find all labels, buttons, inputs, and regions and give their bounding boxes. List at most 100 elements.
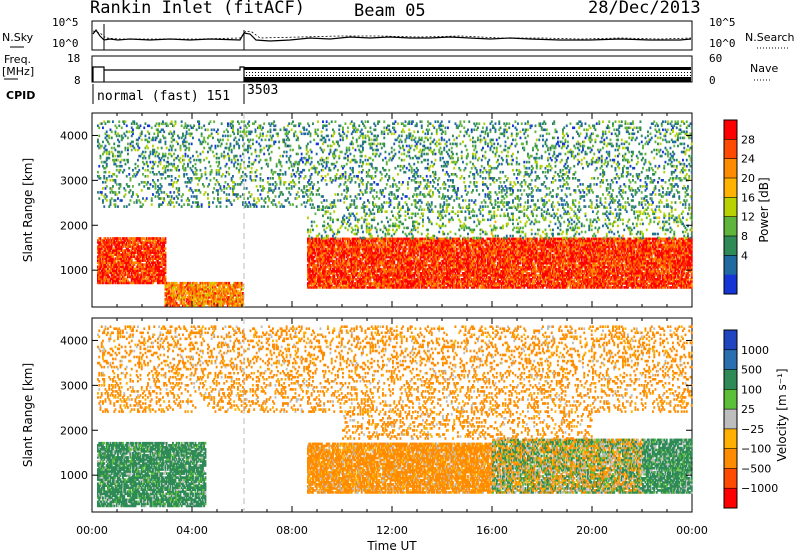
power-cell	[393, 276, 396, 279]
power-cell	[240, 294, 243, 297]
power-cell	[110, 267, 113, 271]
power-cell	[397, 276, 399, 279]
power-cell	[97, 241, 99, 244]
power-cell	[325, 276, 328, 279]
power-cell	[144, 253, 147, 256]
power-cell	[352, 249, 354, 253]
power-cell	[234, 285, 237, 289]
power-cell	[147, 261, 149, 264]
power-cell	[153, 271, 156, 275]
power-cell	[349, 247, 352, 251]
power-cell	[319, 276, 322, 279]
power-cell	[363, 255, 366, 259]
power-cell	[392, 280, 394, 283]
power-cell	[163, 239, 166, 242]
power-cell	[155, 257, 158, 260]
power-cell	[219, 300, 222, 303]
power-cell	[325, 255, 328, 259]
power-cell	[98, 237, 101, 240]
power-cell	[117, 265, 119, 269]
power-cell	[388, 239, 391, 243]
power-cell	[135, 265, 138, 269]
power-cell	[318, 259, 321, 263]
power-cell	[157, 255, 159, 258]
power-cell	[162, 263, 164, 266]
power-cell	[358, 259, 361, 263]
power-cell	[197, 283, 199, 287]
power-cell	[355, 272, 358, 275]
power-cell	[100, 249, 103, 252]
power-cell	[343, 282, 346, 285]
power-cell	[364, 255, 367, 259]
power-cell	[362, 255, 364, 259]
power-cell	[373, 265, 376, 269]
power-cell	[204, 285, 207, 289]
power-cell	[229, 283, 232, 287]
power-cell	[154, 241, 157, 244]
power-cell	[340, 259, 343, 263]
power-cell	[209, 292, 212, 295]
power-cell	[372, 241, 374, 245]
power-cell	[372, 274, 374, 277]
power-cell	[117, 267, 119, 271]
power-cell	[373, 274, 376, 277]
power-cell	[193, 294, 196, 297]
power-cell	[100, 239, 103, 242]
power-cell	[127, 261, 129, 264]
power-cell	[174, 304, 177, 307]
power-cell	[130, 277, 133, 281]
power-cell	[214, 294, 217, 297]
power-cell	[358, 239, 361, 243]
power-cell	[394, 237, 397, 241]
power-cell	[110, 253, 113, 256]
power-cell	[118, 271, 121, 275]
power-cell	[208, 285, 211, 289]
power-cell	[313, 247, 316, 251]
power-cell	[368, 267, 371, 271]
power-cell	[329, 276, 332, 279]
power-cell	[155, 263, 158, 266]
power-cell	[389, 272, 392, 275]
power-cell	[129, 241, 132, 244]
power-cell	[394, 286, 397, 289]
power-cell	[163, 245, 166, 248]
power-cell	[188, 296, 191, 299]
power-cell	[332, 276, 334, 279]
power-cell	[97, 265, 99, 269]
power-cell	[328, 280, 331, 283]
power-cell	[100, 251, 103, 254]
power-cell	[133, 247, 136, 250]
power-cell	[209, 285, 212, 289]
power-cell	[354, 257, 357, 261]
power-cell	[225, 298, 228, 301]
power-cell	[333, 249, 336, 253]
power-cell	[128, 249, 131, 252]
power-cell	[320, 265, 323, 269]
power-cell	[218, 287, 221, 291]
power-cell	[372, 265, 374, 269]
power-cell	[319, 245, 322, 249]
power-cell	[113, 253, 116, 256]
power-cell	[368, 265, 371, 269]
power-cell	[140, 259, 143, 262]
power-cell	[220, 296, 223, 299]
power-cell	[308, 255, 311, 259]
power-cell	[373, 284, 376, 287]
power-cell	[177, 296, 179, 299]
power-cell	[190, 294, 193, 297]
power-cell	[177, 294, 179, 297]
power-cell	[138, 277, 141, 281]
power-cell	[162, 269, 164, 273]
power-cell	[129, 255, 132, 258]
power-cell	[99, 249, 102, 252]
power-cell	[198, 285, 201, 289]
power-cell	[350, 286, 353, 289]
power-cell	[242, 302, 244, 305]
power-cell	[309, 282, 312, 285]
power-cell	[374, 276, 377, 279]
power-cell	[374, 280, 377, 283]
power-cell	[348, 278, 351, 281]
power-cell	[329, 278, 332, 281]
power-cell	[207, 287, 209, 291]
power-cell	[108, 239, 111, 242]
